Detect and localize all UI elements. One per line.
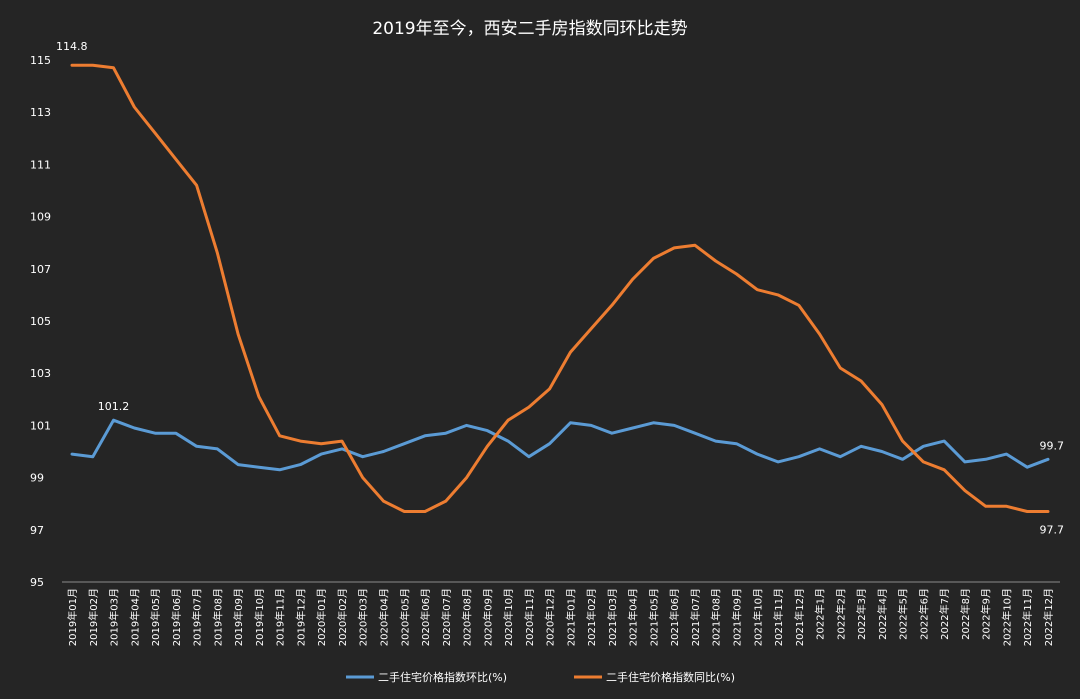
x-tick-label: 2019年02月 xyxy=(87,588,100,646)
legend-label: 二手住宅价格指数环比(%) xyxy=(378,670,507,684)
x-tick-label: 2022年2月 xyxy=(834,588,847,640)
x-tick-label: 2020年07月 xyxy=(440,588,453,646)
x-tick-label: 2021年12月 xyxy=(793,588,806,646)
y-tick-label: 95 xyxy=(30,576,44,589)
x-tick-label: 2022年11月 xyxy=(1021,588,1034,646)
x-tick-label: 2022年7月 xyxy=(938,588,951,640)
x-tick-label: 2020年10月 xyxy=(502,588,515,646)
x-tick-label: 2019年12月 xyxy=(294,588,307,646)
chart-title: 2019年至今，西安二手房指数同环比走势 xyxy=(372,19,687,39)
x-tick-label: 2021年09月 xyxy=(731,588,744,646)
y-tick-label: 107 xyxy=(30,263,51,276)
x-tick-label: 2020年02月 xyxy=(336,588,349,646)
x-tick-label: 2019年10月 xyxy=(253,588,266,646)
x-tick-label: 2020年09月 xyxy=(481,588,494,646)
x-tick-label: 2021年10月 xyxy=(751,588,764,646)
y-tick-label: 97 xyxy=(30,524,44,537)
x-tick-label: 2022年1月 xyxy=(814,588,827,640)
data-label: 97.7 xyxy=(1040,524,1065,537)
y-axis: 95 97 99 101 103 105 107 109 111 113 115 xyxy=(30,54,51,589)
x-tick-label: 2020年04月 xyxy=(377,588,390,646)
x-tick-label: 2019年11月 xyxy=(274,588,287,646)
x-tick-label: 2021年02月 xyxy=(585,588,598,646)
x-tick-label: 2021年03月 xyxy=(606,588,619,646)
x-tick-label: 2022年12月 xyxy=(1042,588,1055,646)
data-labels: 101.2 99.7 114.8 97.7 xyxy=(56,40,1064,536)
x-tick-label: 2021年11月 xyxy=(772,588,785,646)
x-tick-label: 2021年01月 xyxy=(564,588,577,646)
x-tick-label: 2020年12月 xyxy=(544,588,557,646)
series-line-1 xyxy=(70,63,1050,513)
y-tick-label: 115 xyxy=(30,54,51,67)
x-tick-label: 2020年05月 xyxy=(398,588,411,646)
x-tick-label: 2022年3月 xyxy=(855,588,868,640)
x-tick-label: 2022年6月 xyxy=(917,588,930,640)
x-tick-label: 2021年04月 xyxy=(627,588,640,646)
x-tick-label: 2022年8月 xyxy=(959,588,972,640)
legend-label: 二手住宅价格指数同比(%) xyxy=(606,670,735,684)
y-tick-label: 113 xyxy=(30,106,51,119)
x-tick-label: 2021年08月 xyxy=(710,588,723,646)
x-axis: 2019年01月 2019年02月 2019年03月 2019年04月 2019年05月… xyxy=(66,588,1055,646)
x-tick-label: 2021年07月 xyxy=(689,588,702,646)
x-tick-label: 2019年06月 xyxy=(170,588,183,646)
series-line-0 xyxy=(70,418,1050,472)
x-tick-label: 2020年08月 xyxy=(461,588,474,646)
x-tick-label: 2022年5月 xyxy=(897,588,910,640)
y-tick-label: 101 xyxy=(30,419,51,432)
x-tick-label: 2022年10月 xyxy=(1000,588,1013,646)
x-tick-label: 2020年01月 xyxy=(315,588,328,646)
y-tick-label: 109 xyxy=(30,211,51,224)
series-group xyxy=(70,63,1050,513)
x-tick-label: 2021年05月 xyxy=(647,588,660,646)
x-tick-label: 2020年03月 xyxy=(357,588,370,646)
x-tick-label: 2019年01月 xyxy=(66,588,79,646)
x-tick-label: 2019年03月 xyxy=(108,588,121,646)
x-tick-label: 2019年09月 xyxy=(232,588,245,646)
x-tick-label: 2022年4月 xyxy=(876,588,889,640)
y-tick-label: 111 xyxy=(30,158,51,171)
y-tick-label: 103 xyxy=(30,367,51,380)
legend: 二手住宅价格指数环比(%) 二手住宅价格指数同比(%) xyxy=(346,670,735,684)
x-tick-label: 2021年06月 xyxy=(668,588,681,646)
x-tick-label: 2019年04月 xyxy=(128,588,141,646)
x-tick-label: 2019年07月 xyxy=(191,588,204,646)
x-tick-label: 2019年08月 xyxy=(211,588,224,646)
x-tick-label: 2022年9月 xyxy=(980,588,993,640)
x-tick-label: 2020年06月 xyxy=(419,588,432,646)
data-label: 114.8 xyxy=(56,40,88,53)
y-tick-label: 99 xyxy=(30,472,44,485)
x-tick-label: 2020年11月 xyxy=(523,588,536,646)
y-tick-label: 105 xyxy=(30,315,51,328)
data-label: 99.7 xyxy=(1040,439,1065,452)
x-tick-label: 2019年05月 xyxy=(149,588,162,646)
data-label: 101.2 xyxy=(98,400,130,413)
